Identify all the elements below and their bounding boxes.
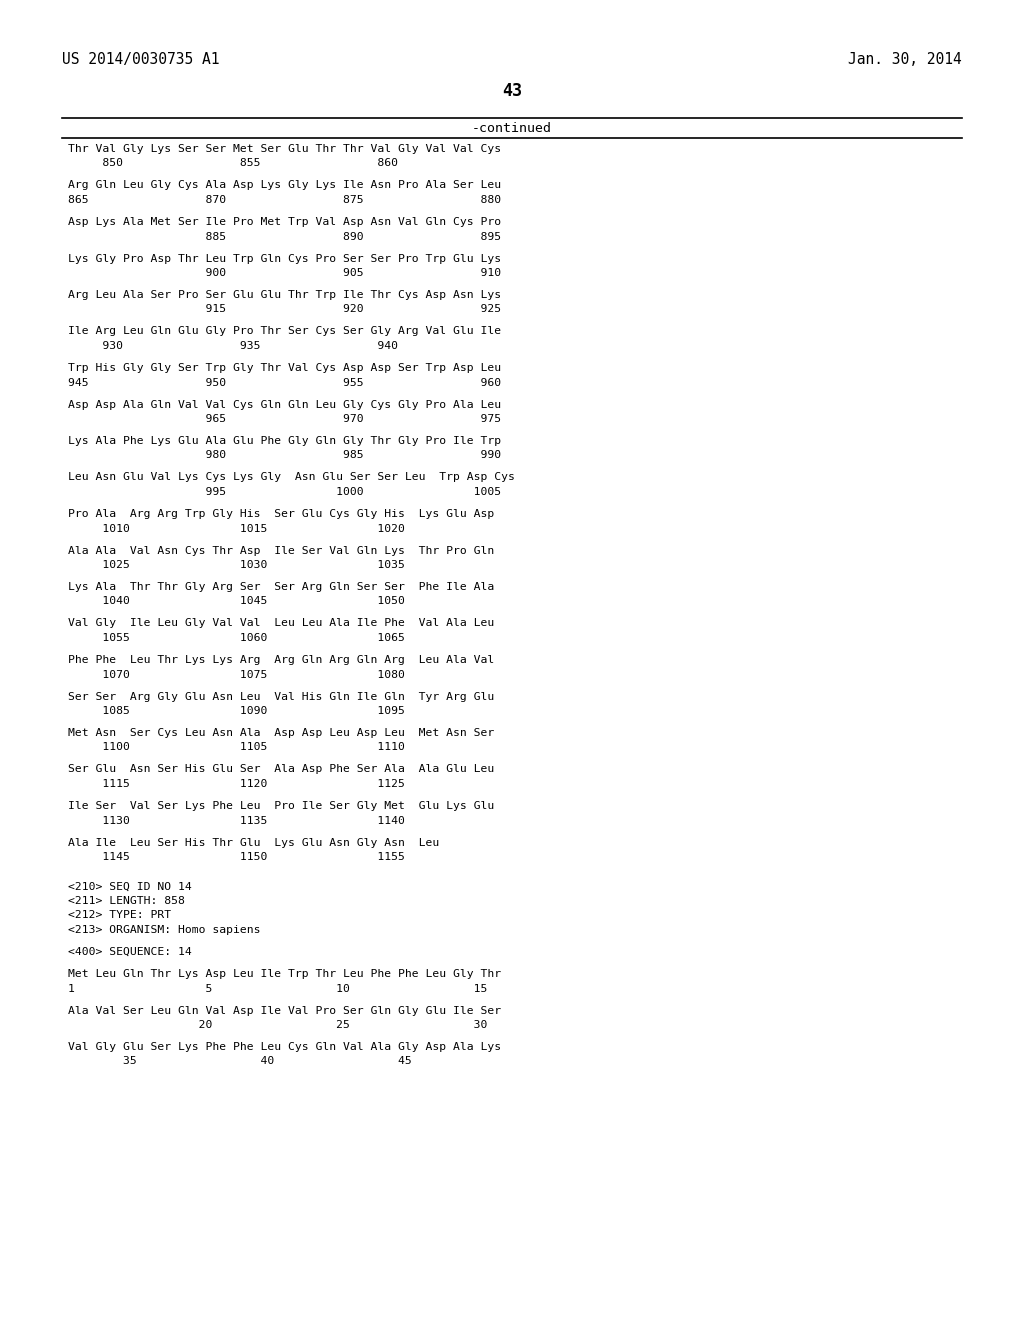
Text: 43: 43	[502, 82, 522, 100]
Text: 900                 905                 910: 900 905 910	[68, 268, 501, 279]
Text: Lys Gly Pro Asp Thr Leu Trp Gln Cys Pro Ser Ser Pro Trp Glu Lys: Lys Gly Pro Asp Thr Leu Trp Gln Cys Pro …	[68, 253, 501, 264]
Text: 1025                1030                1035: 1025 1030 1035	[68, 560, 404, 570]
Text: 1055                1060                1065: 1055 1060 1065	[68, 634, 404, 643]
Text: Lys Ala Phe Lys Glu Ala Glu Phe Gly Gln Gly Thr Gly Pro Ile Trp: Lys Ala Phe Lys Glu Ala Glu Phe Gly Gln …	[68, 436, 501, 446]
Text: 1145                1150                1155: 1145 1150 1155	[68, 851, 404, 862]
Text: Phe Phe  Leu Thr Lys Lys Arg  Arg Gln Arg Gln Arg  Leu Ala Val: Phe Phe Leu Thr Lys Lys Arg Arg Gln Arg …	[68, 655, 495, 665]
Text: 965                 970                 975: 965 970 975	[68, 414, 501, 424]
Text: <210> SEQ ID NO 14: <210> SEQ ID NO 14	[68, 882, 191, 891]
Text: Ile Ser  Val Ser Lys Phe Leu  Pro Ile Ser Gly Met  Glu Lys Glu: Ile Ser Val Ser Lys Phe Leu Pro Ile Ser …	[68, 801, 495, 810]
Text: 945                 950                 955                 960: 945 950 955 960	[68, 378, 501, 388]
Text: <213> ORGANISM: Homo sapiens: <213> ORGANISM: Homo sapiens	[68, 925, 260, 935]
Text: Ile Arg Leu Gln Glu Gly Pro Thr Ser Cys Ser Gly Arg Val Glu Ile: Ile Arg Leu Gln Glu Gly Pro Thr Ser Cys …	[68, 326, 501, 337]
Text: Leu Asn Glu Val Lys Cys Lys Gly  Asn Glu Ser Ser Leu  Trp Asp Cys: Leu Asn Glu Val Lys Cys Lys Gly Asn Glu …	[68, 473, 515, 483]
Text: Asp Asp Ala Gln Val Val Cys Gln Gln Leu Gly Cys Gly Pro Ala Leu: Asp Asp Ala Gln Val Val Cys Gln Gln Leu …	[68, 400, 501, 409]
Text: <212> TYPE: PRT: <212> TYPE: PRT	[68, 911, 171, 920]
Text: 885                 890                 895: 885 890 895	[68, 231, 501, 242]
Text: Thr Val Gly Lys Ser Ser Met Ser Glu Thr Thr Val Gly Val Val Cys: Thr Val Gly Lys Ser Ser Met Ser Glu Thr …	[68, 144, 501, 154]
Text: Asp Lys Ala Met Ser Ile Pro Met Trp Val Asp Asn Val Gln Cys Pro: Asp Lys Ala Met Ser Ile Pro Met Trp Val …	[68, 216, 501, 227]
Text: 865                 870                 875                 880: 865 870 875 880	[68, 195, 501, 205]
Text: 1                   5                  10                  15: 1 5 10 15	[68, 983, 487, 994]
Text: 850                 855                 860: 850 855 860	[68, 158, 398, 169]
Text: Ala Val Ser Leu Gln Val Asp Ile Val Pro Ser Gln Gly Glu Ile Ser: Ala Val Ser Leu Gln Val Asp Ile Val Pro …	[68, 1006, 501, 1015]
Text: 1115                1120                1125: 1115 1120 1125	[68, 779, 404, 789]
Text: 1070                1075                1080: 1070 1075 1080	[68, 669, 404, 680]
Text: 1010                1015                1020: 1010 1015 1020	[68, 524, 404, 533]
Text: 1100                1105                1110: 1100 1105 1110	[68, 742, 404, 752]
Text: 1040                1045                1050: 1040 1045 1050	[68, 597, 404, 606]
Text: Val Gly Glu Ser Lys Phe Phe Leu Cys Gln Val Ala Gly Asp Ala Lys: Val Gly Glu Ser Lys Phe Phe Leu Cys Gln …	[68, 1041, 501, 1052]
Text: 995                1000                1005: 995 1000 1005	[68, 487, 501, 498]
Text: Arg Leu Ala Ser Pro Ser Glu Glu Thr Trp Ile Thr Cys Asp Asn Lys: Arg Leu Ala Ser Pro Ser Glu Glu Thr Trp …	[68, 290, 501, 300]
Text: 1085                1090                1095: 1085 1090 1095	[68, 706, 404, 715]
Text: Jan. 30, 2014: Jan. 30, 2014	[848, 51, 962, 67]
Text: Met Asn  Ser Cys Leu Asn Ala  Asp Asp Leu Asp Leu  Met Asn Ser: Met Asn Ser Cys Leu Asn Ala Asp Asp Leu …	[68, 729, 495, 738]
Text: 1130                1135                1140: 1130 1135 1140	[68, 816, 404, 825]
Text: 980                 985                 990: 980 985 990	[68, 450, 501, 461]
Text: 915                 920                 925: 915 920 925	[68, 305, 501, 314]
Text: <211> LENGTH: 858: <211> LENGTH: 858	[68, 896, 185, 906]
Text: <400> SEQUENCE: 14: <400> SEQUENCE: 14	[68, 946, 191, 957]
Text: US 2014/0030735 A1: US 2014/0030735 A1	[62, 51, 219, 67]
Text: Lys Ala  Thr Thr Gly Arg Ser  Ser Arg Gln Ser Ser  Phe Ile Ala: Lys Ala Thr Thr Gly Arg Ser Ser Arg Gln …	[68, 582, 495, 591]
Text: Arg Gln Leu Gly Cys Ala Asp Lys Gly Lys Ile Asn Pro Ala Ser Leu: Arg Gln Leu Gly Cys Ala Asp Lys Gly Lys …	[68, 181, 501, 190]
Text: Ala Ala  Val Asn Cys Thr Asp  Ile Ser Val Gln Lys  Thr Pro Gln: Ala Ala Val Asn Cys Thr Asp Ile Ser Val …	[68, 545, 495, 556]
Text: Pro Ala  Arg Arg Trp Gly His  Ser Glu Cys Gly His  Lys Glu Asp: Pro Ala Arg Arg Trp Gly His Ser Glu Cys …	[68, 510, 495, 519]
Text: 930                 935                 940: 930 935 940	[68, 341, 398, 351]
Text: Ala Ile  Leu Ser His Thr Glu  Lys Glu Asn Gly Asn  Leu: Ala Ile Leu Ser His Thr Glu Lys Glu Asn …	[68, 837, 439, 847]
Text: Ser Ser  Arg Gly Glu Asn Leu  Val His Gln Ile Gln  Tyr Arg Glu: Ser Ser Arg Gly Glu Asn Leu Val His Gln …	[68, 692, 495, 701]
Text: Ser Glu  Asn Ser His Glu Ser  Ala Asp Phe Ser Ala  Ala Glu Leu: Ser Glu Asn Ser His Glu Ser Ala Asp Phe …	[68, 764, 495, 775]
Text: Met Leu Gln Thr Lys Asp Leu Ile Trp Thr Leu Phe Phe Leu Gly Thr: Met Leu Gln Thr Lys Asp Leu Ile Trp Thr …	[68, 969, 501, 979]
Text: Trp His Gly Gly Ser Trp Gly Thr Val Cys Asp Asp Ser Trp Asp Leu: Trp His Gly Gly Ser Trp Gly Thr Val Cys …	[68, 363, 501, 374]
Text: 20                  25                  30: 20 25 30	[68, 1020, 487, 1030]
Text: 35                  40                  45: 35 40 45	[68, 1056, 412, 1067]
Text: -continued: -continued	[472, 121, 552, 135]
Text: Val Gly  Ile Leu Gly Val Val  Leu Leu Ala Ile Phe  Val Ala Leu: Val Gly Ile Leu Gly Val Val Leu Leu Ala …	[68, 619, 495, 628]
